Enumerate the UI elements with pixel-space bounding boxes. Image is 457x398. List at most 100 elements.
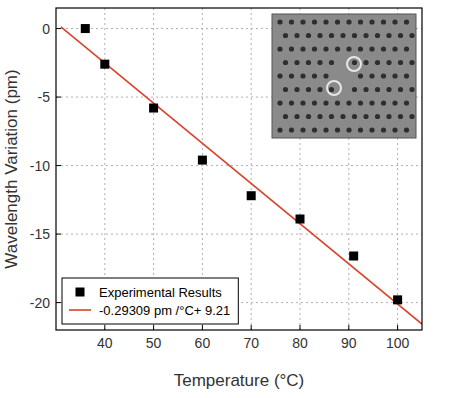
inset-hole xyxy=(312,46,317,51)
plot-frame xyxy=(56,8,422,330)
inset-hole xyxy=(381,127,386,132)
inset-hole xyxy=(283,87,288,92)
data-point xyxy=(296,215,305,224)
inset-hole xyxy=(363,33,368,38)
inset-hole xyxy=(404,46,409,51)
inset-hole xyxy=(352,60,357,65)
inset-hole xyxy=(369,100,374,105)
inset-hole xyxy=(335,46,340,51)
inset-hole xyxy=(381,46,386,51)
legend-swatch xyxy=(69,309,91,311)
data-point xyxy=(393,295,402,304)
chart: 405060708090100-20-15-10-50Temperature (… xyxy=(0,0,457,398)
data-point xyxy=(198,156,207,165)
inset-hole xyxy=(323,73,328,78)
inset-hole xyxy=(386,60,391,65)
inset-hole xyxy=(369,127,374,132)
inset-hole xyxy=(317,114,322,119)
tick xyxy=(104,325,105,330)
legend-swatch xyxy=(76,288,85,297)
plot-area xyxy=(61,24,422,324)
data-point xyxy=(349,252,358,261)
legend-label: Experimental Results xyxy=(99,285,222,300)
inset-hole xyxy=(323,100,328,105)
inset-hole xyxy=(404,19,409,24)
grid-line xyxy=(251,8,252,330)
inset-ring xyxy=(327,81,341,95)
inset-hole xyxy=(306,33,311,38)
tick xyxy=(56,28,61,29)
inset-hole xyxy=(398,60,403,65)
inset-hole xyxy=(323,127,328,132)
inset-hole xyxy=(392,100,397,105)
inset-hole xyxy=(369,19,374,24)
inset-hole xyxy=(398,33,403,38)
inset-hole xyxy=(375,60,380,65)
inset-hole xyxy=(358,46,363,51)
inset-hole xyxy=(317,60,322,65)
inset-hole xyxy=(335,127,340,132)
inset-hole xyxy=(312,100,317,105)
tick xyxy=(153,325,154,330)
inset-hole xyxy=(323,46,328,51)
inset-hole xyxy=(375,33,380,38)
inset-hole xyxy=(392,127,397,132)
inset-hole xyxy=(346,100,351,105)
inset-hole xyxy=(277,100,282,105)
tick-label: 90 xyxy=(341,335,357,351)
tick xyxy=(348,325,349,330)
inset-hole xyxy=(409,87,414,92)
inset-hole xyxy=(352,87,357,92)
inset-hole xyxy=(404,73,409,78)
tick-label: 100 xyxy=(386,335,410,351)
inset-hole xyxy=(283,60,288,65)
inset-hole xyxy=(392,46,397,51)
inset-hole xyxy=(386,114,391,119)
inset-hole xyxy=(277,46,282,51)
legend-label: -0.29309 pm /°C+ 9.21 xyxy=(99,303,230,318)
inset-hole xyxy=(289,19,294,24)
inset-hole xyxy=(294,87,299,92)
inset-hole xyxy=(283,33,288,38)
data-point xyxy=(247,191,256,200)
inset-hole xyxy=(277,19,282,24)
inset-hole xyxy=(363,60,368,65)
inset-hole xyxy=(404,127,409,132)
inset-hole xyxy=(358,100,363,105)
inset-hole xyxy=(329,33,334,38)
tick xyxy=(251,325,252,330)
inset-hole xyxy=(306,87,311,92)
fit-line xyxy=(61,27,422,324)
inset-hole xyxy=(335,100,340,105)
inset-hole xyxy=(398,114,403,119)
inset-hole xyxy=(289,73,294,78)
data-point xyxy=(81,24,90,33)
y-axis-title: Wavelength Variation (pm) xyxy=(2,69,21,268)
inset-hole xyxy=(317,33,322,38)
inset-hole xyxy=(381,19,386,24)
inset-hole xyxy=(392,19,397,24)
tick-label: 50 xyxy=(146,335,162,351)
tick xyxy=(56,302,61,303)
inset-hole xyxy=(404,100,409,105)
inset-hole xyxy=(369,73,374,78)
inset-hole xyxy=(306,60,311,65)
data-point xyxy=(149,104,158,113)
inset-hole xyxy=(323,19,328,24)
inset-hole xyxy=(300,73,305,78)
inset-hole xyxy=(312,127,317,132)
inset-hole xyxy=(346,19,351,24)
inset-hole xyxy=(381,73,386,78)
inset-hole xyxy=(352,114,357,119)
inset-hole xyxy=(386,33,391,38)
inset-hole xyxy=(358,127,363,132)
legend: Experimental Results -0.29309 pm /°C+ 9.2… xyxy=(62,278,238,324)
inset-hole xyxy=(294,114,299,119)
inset-background xyxy=(272,14,416,138)
inset-ring xyxy=(347,57,361,71)
tick-label: -5 xyxy=(38,89,51,105)
tick xyxy=(56,234,61,235)
x-axis-title: Temperature (°C) xyxy=(174,371,305,390)
inset-hole xyxy=(392,73,397,78)
inset-hole xyxy=(409,114,414,119)
